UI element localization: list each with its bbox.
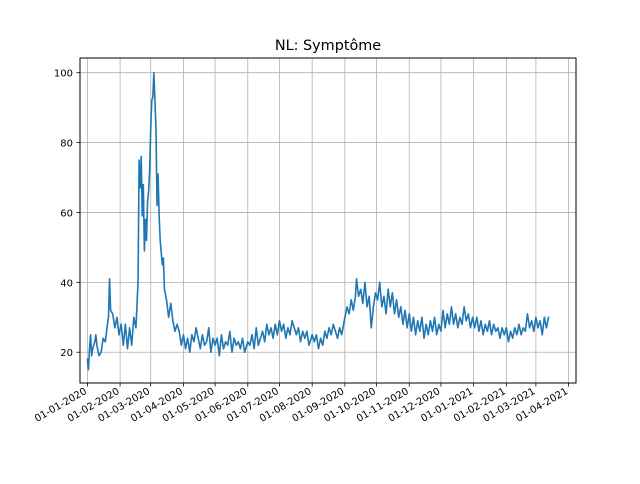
chart-title: NL: Symptôme xyxy=(275,38,381,54)
series-line xyxy=(86,71,550,371)
y-axis-ticks: 20 40 60 80 100 xyxy=(54,69,80,359)
y-tick-label: 40 xyxy=(60,278,73,289)
y-tick-label: 20 xyxy=(60,348,73,359)
axes-frame xyxy=(79,57,577,384)
y-tick-label: 100 xyxy=(54,69,73,80)
y-tick-label: 80 xyxy=(60,139,73,150)
y-tick-label: 60 xyxy=(60,208,73,219)
plot-area xyxy=(86,71,550,371)
